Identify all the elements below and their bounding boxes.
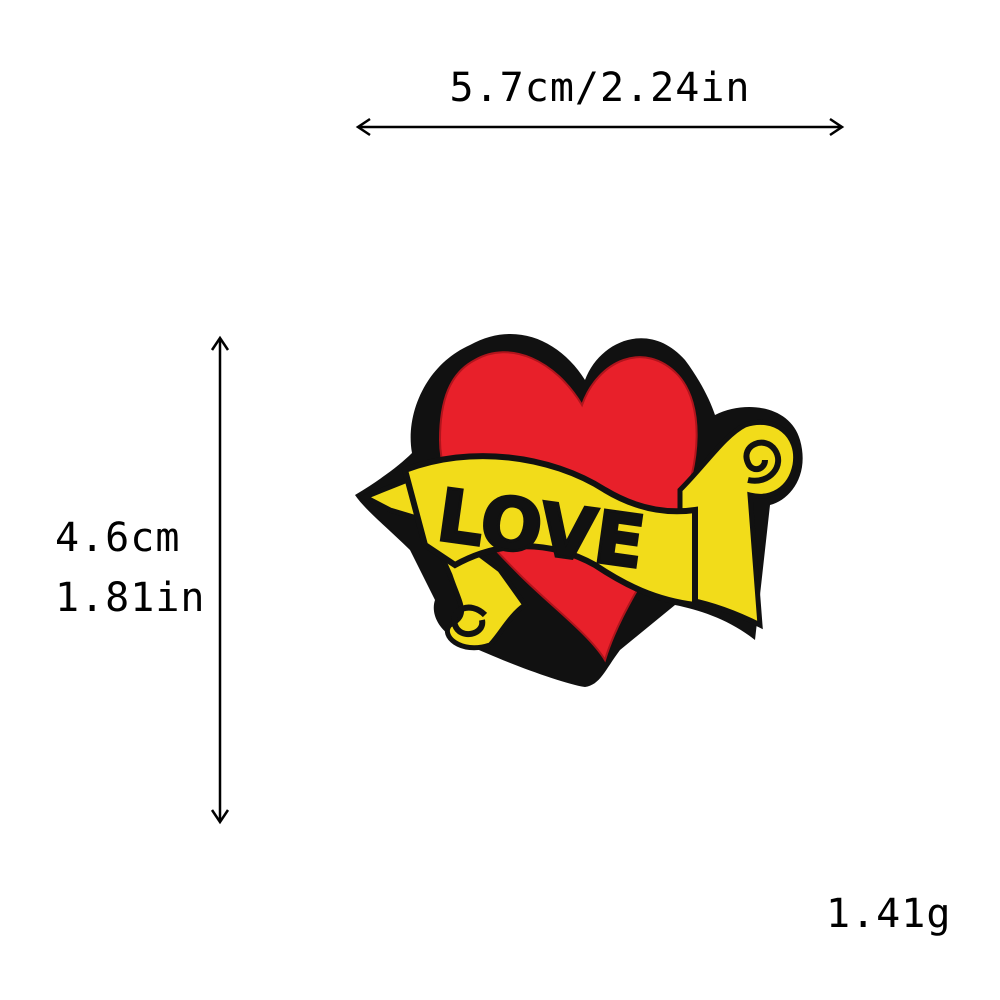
weight-label: 1.41g [826,891,952,937]
banner-right-curl [743,439,782,484]
width-dimension-label: 5.7cm/2.24in [449,65,751,111]
width-arrow [355,117,845,137]
height-in-label: 1.81in [55,575,206,621]
love-heart-patch: LOVE [355,333,803,687]
banner-main [401,453,698,609]
height-cm-label: 4.6cm [55,515,181,561]
banner-left-curl [451,604,488,637]
banner-right-tail [677,419,799,630]
height-arrow [210,335,230,825]
